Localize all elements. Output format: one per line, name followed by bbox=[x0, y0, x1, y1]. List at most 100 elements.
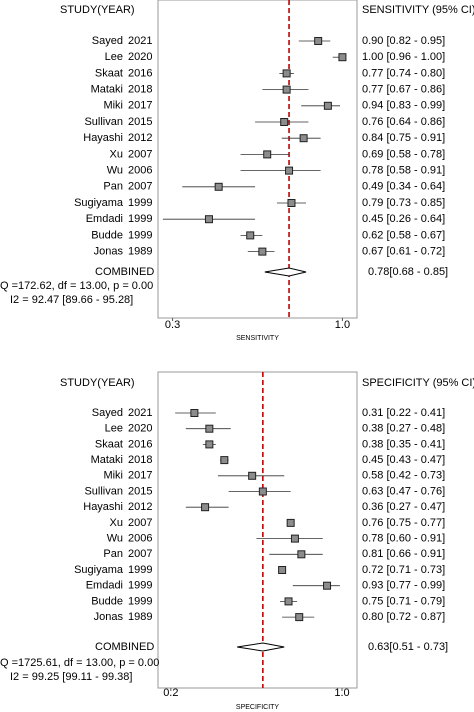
study-year: 1999 bbox=[128, 564, 152, 576]
point-estimate bbox=[278, 566, 287, 574]
study-year: 2021 bbox=[128, 407, 152, 419]
study-name: Budde bbox=[91, 595, 123, 607]
point-estimate bbox=[258, 247, 267, 256]
point-estimate bbox=[338, 53, 347, 62]
header-left: STUDY(YEAR) bbox=[60, 377, 135, 389]
x-tick-label: 0.3 bbox=[165, 319, 180, 331]
estimate-label: 0.38 [0.27 - 0.48] bbox=[362, 423, 445, 435]
plot-frame bbox=[157, 371, 358, 689]
study-year: 2012 bbox=[128, 132, 152, 144]
study-year: 2007 bbox=[128, 517, 152, 529]
study-name: Mataki bbox=[91, 84, 123, 96]
study-year: 2006 bbox=[128, 165, 152, 177]
study-name: Xu bbox=[110, 517, 123, 529]
study-name: Sullivan bbox=[84, 485, 123, 497]
plot-frame bbox=[157, 0, 358, 319]
study-year: 2007 bbox=[128, 148, 152, 160]
point-estimate bbox=[314, 37, 323, 45]
study-name: Emdadi bbox=[86, 580, 123, 592]
study-year: 1999 bbox=[128, 595, 152, 607]
study-year: 2016 bbox=[128, 67, 152, 79]
study-name: Skaat bbox=[95, 438, 123, 450]
study-year: 2020 bbox=[128, 51, 152, 63]
study-name: Sugiyama bbox=[74, 197, 124, 209]
estimate-label: 0.93 [0.77 - 0.99] bbox=[362, 580, 445, 592]
study-year: 2021 bbox=[128, 35, 152, 47]
estimate-label: 0.94 [0.83 - 0.99] bbox=[362, 100, 445, 112]
point-estimate bbox=[299, 134, 308, 143]
estimate-label: 0.79 [0.73 - 0.85] bbox=[362, 197, 445, 209]
header-right: SPECIFICITY (95% CI) bbox=[362, 377, 474, 389]
study-name: Xu bbox=[110, 148, 123, 160]
study-year: 2018 bbox=[128, 454, 152, 466]
estimate-label: 0.45 [0.26 - 0.64] bbox=[362, 213, 445, 225]
x-tick-label: 1.0 bbox=[334, 687, 349, 699]
estimate-label: 0.72 [0.71 - 0.73] bbox=[362, 564, 445, 576]
estimate-label: 0.78 [0.58 - 0.91] bbox=[362, 165, 445, 177]
heterogeneity-stat: I2 = 92.47 [89.66 - 95.28] bbox=[10, 294, 133, 306]
study-name: Jonas bbox=[94, 611, 124, 623]
study-year: 1999 bbox=[128, 213, 152, 225]
combined-estimate: 0.63[0.51 - 0.73] bbox=[368, 641, 448, 653]
point-estimate bbox=[220, 456, 229, 465]
study-name: Sayed bbox=[92, 35, 123, 47]
point-estimate bbox=[280, 118, 289, 126]
forest-panel: STUDY(YEAR) SENSITIVITY (95% CI) Sayed 2021… bbox=[0, 0, 474, 342]
study-name: Pan bbox=[103, 548, 123, 560]
point-estimate bbox=[205, 424, 214, 433]
point-estimate bbox=[290, 534, 299, 543]
point-estimate bbox=[323, 101, 332, 110]
study-year: 1999 bbox=[128, 197, 152, 209]
study-name: Sugiyama bbox=[74, 564, 124, 576]
study-year: 1989 bbox=[128, 611, 152, 623]
study-year: 2016 bbox=[128, 438, 152, 450]
estimate-label: 0.80 [0.72 - 0.87] bbox=[362, 611, 445, 623]
header-left: STUDY(YEAR) bbox=[60, 4, 135, 16]
study-year: 1999 bbox=[128, 580, 152, 592]
study-name: Emdadi bbox=[86, 213, 123, 225]
x-tick-label: 0.2 bbox=[163, 687, 178, 699]
study-year: 2012 bbox=[128, 501, 152, 513]
estimate-label: 0.77 [0.74 - 0.80] bbox=[362, 67, 445, 79]
point-estimate bbox=[285, 166, 294, 175]
estimate-label: 0.36 [0.27 - 0.47] bbox=[362, 501, 445, 513]
heterogeneity-stat: Q =172.62, df = 13.00, p = 0.00 bbox=[0, 280, 153, 292]
study-name: Sullivan bbox=[84, 116, 123, 128]
study-year: 2017 bbox=[128, 470, 152, 482]
study-year: 2018 bbox=[128, 84, 152, 96]
study-year: 2007 bbox=[128, 548, 152, 560]
estimate-label: 0.90 [0.82 - 0.95] bbox=[362, 35, 445, 47]
point-estimate bbox=[246, 231, 255, 240]
point-estimate bbox=[201, 503, 210, 512]
study-name: Lee bbox=[105, 51, 123, 63]
estimate-label: 0.76 [0.64 - 0.86] bbox=[362, 116, 445, 128]
estimate-label: 0.78 [0.60 - 0.91] bbox=[362, 533, 445, 545]
estimate-label: 0.81 [0.66 - 0.91] bbox=[362, 548, 445, 560]
x-axis-label: SPECIFICITY bbox=[236, 704, 280, 711]
estimate-label: 0.45 [0.43 - 0.47] bbox=[362, 454, 445, 466]
point-estimate bbox=[282, 85, 291, 94]
estimate-label: 0.58 [0.42 - 0.73] bbox=[362, 470, 445, 482]
study-year: 2017 bbox=[128, 100, 152, 112]
point-estimate bbox=[297, 550, 306, 559]
study-name: Hayashi bbox=[83, 132, 123, 144]
study-name: Hayashi bbox=[83, 501, 123, 513]
study-year: 2020 bbox=[128, 423, 152, 435]
forest-panel: STUDY(YEAR) SPECIFICITY (95% CI) Sayed 2021… bbox=[0, 371, 474, 711]
estimate-label: 1.00 [0.96 - 1.00] bbox=[362, 51, 445, 63]
point-estimate bbox=[286, 518, 295, 527]
study-year: 2006 bbox=[128, 533, 152, 545]
study-year: 2015 bbox=[128, 116, 152, 128]
heterogeneity-stat: I2 = 99.25 [99.11 - 99.38] bbox=[10, 671, 132, 683]
study-name: Pan bbox=[103, 181, 123, 193]
point-estimate bbox=[204, 215, 213, 224]
estimate-label: 0.77 [0.67 - 0.86] bbox=[362, 84, 445, 96]
combined-label: COMBINED bbox=[95, 266, 154, 278]
study-name: Skaat bbox=[95, 67, 123, 79]
study-year: 2007 bbox=[128, 181, 152, 193]
point-estimate bbox=[258, 487, 267, 496]
study-name: Wu bbox=[107, 165, 123, 177]
point-estimate bbox=[263, 150, 272, 159]
point-estimate bbox=[295, 613, 304, 622]
point-estimate bbox=[214, 182, 223, 191]
